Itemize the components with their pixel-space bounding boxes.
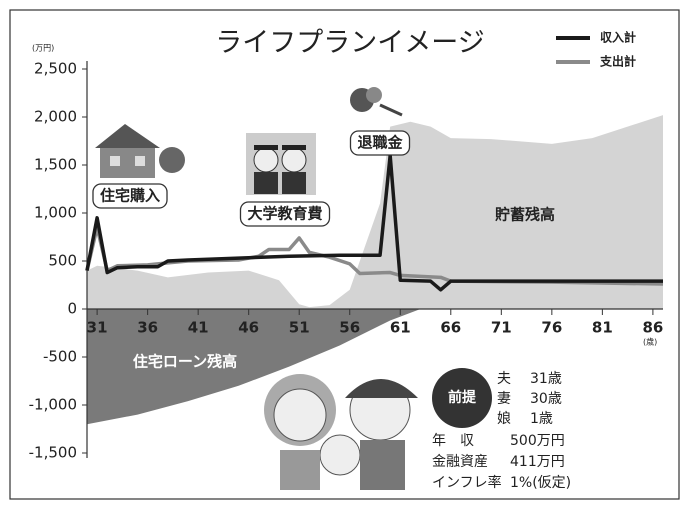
assumption-value: 1歳 <box>530 411 553 427</box>
bouquet-illustration <box>350 87 402 115</box>
y-unit: (万円) <box>32 44 54 53</box>
x-tick-label: 36 <box>137 319 158 337</box>
assumption-key: 年 収 <box>432 433 474 449</box>
x-tick-label: 46 <box>238 319 259 337</box>
assumption-value: 411万円 <box>510 454 565 470</box>
y-tick-label: 2,000 <box>34 108 77 126</box>
area-label: 貯蓄残高 <box>495 206 555 224</box>
annotation: 退職金 <box>357 134 403 152</box>
assumption-label: 前提 <box>448 389 477 406</box>
annotation: 住宅購入 <box>100 187 160 205</box>
x-tick-label: 76 <box>541 319 562 337</box>
annotation: 大学教育費 <box>247 205 322 223</box>
chart-title: ライフプランイメージ <box>215 28 484 59</box>
x-tick-label: 41 <box>188 319 209 337</box>
assumption-value: 31歳 <box>530 371 562 387</box>
x-unit: (歳) <box>643 337 657 347</box>
assumption-value: 500万円 <box>510 433 565 449</box>
assumption-key: 夫 <box>497 371 511 387</box>
y-tick-label: -1,500 <box>29 444 77 462</box>
house-illustration <box>95 124 185 178</box>
y-tick-label: 2,500 <box>34 60 77 78</box>
legend-label: 収入計 <box>600 30 636 45</box>
assumption-key: 妻 <box>497 391 511 407</box>
y-tick-label: 1,000 <box>34 204 77 222</box>
x-tick-label: 51 <box>289 319 310 337</box>
assumption-key: 金融資産 <box>432 454 488 470</box>
y-tick-label: -1,000 <box>29 396 77 414</box>
legend-label: 支出計 <box>599 54 636 69</box>
x-tick-label: 86 <box>642 319 663 337</box>
assumption-value: 30歳 <box>530 391 562 407</box>
area-label: 住宅ローン残高 <box>133 353 237 371</box>
y-tick-label: -500 <box>43 348 77 366</box>
assumption-key: インフレ率 <box>432 474 502 491</box>
x-tick-label: 71 <box>491 319 512 337</box>
chart: ライフプランイメージ (万円) (歳) 前提 夫 31歳妻 30歳娘 1歳年 収 500万… <box>0 0 689 509</box>
y-tick-label: 1,500 <box>34 156 77 174</box>
family-illustration <box>264 374 418 490</box>
x-tick-label: 61 <box>390 319 411 337</box>
y-tick-label: 500 <box>48 252 77 270</box>
graduates-illustration <box>246 133 316 195</box>
y-tick-label: 0 <box>67 300 77 318</box>
x-tick-label: 56 <box>339 319 360 337</box>
x-tick-label: 81 <box>592 319 613 337</box>
assumption-key: 娘 <box>497 411 511 427</box>
x-tick-label: 31 <box>87 319 108 337</box>
assumption-value: 1%(仮定) <box>510 475 571 491</box>
x-tick-label: 66 <box>440 319 461 337</box>
